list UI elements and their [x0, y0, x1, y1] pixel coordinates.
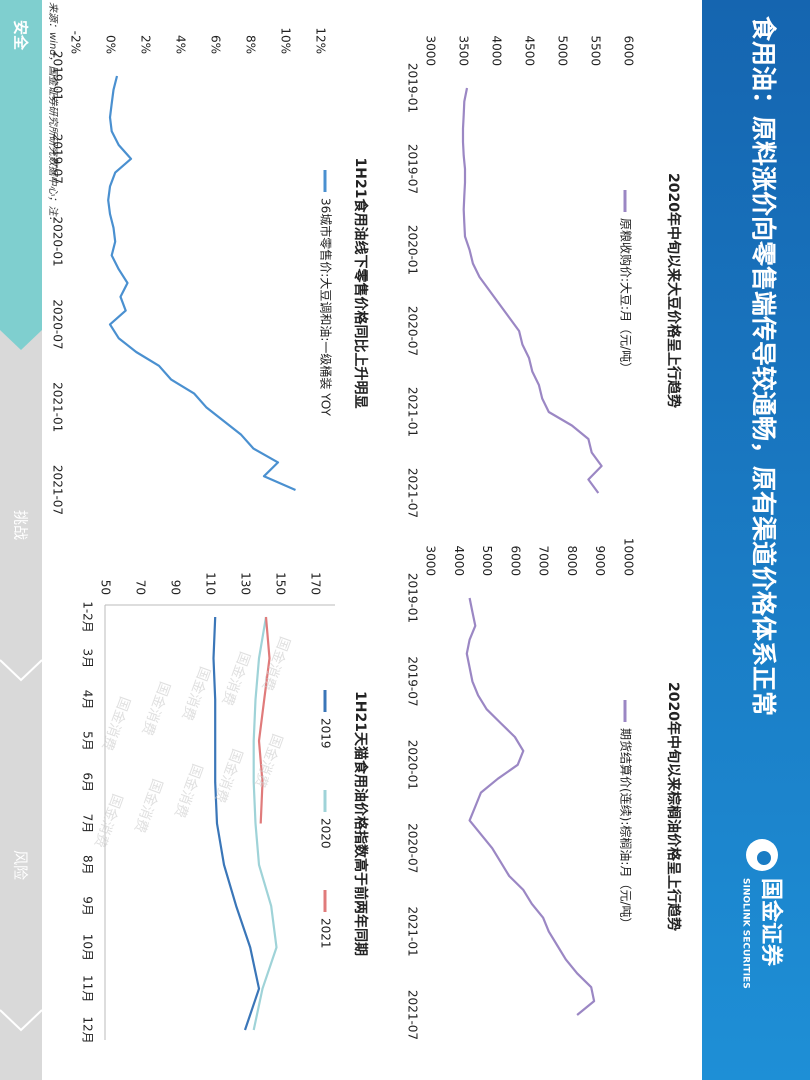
watermark: 国金消费 — [171, 762, 205, 820]
x-tick-label: 5月 — [81, 731, 95, 751]
y-tick-label: 4500 — [523, 35, 537, 66]
y-tick-label: 6000 — [622, 35, 636, 66]
y-tick-label: 50 — [99, 580, 113, 595]
x-tick-label: 6月 — [81, 772, 95, 792]
legend-label: 2019 — [319, 718, 333, 749]
y-tick-label: 6% — [209, 35, 223, 54]
x-tick-label: 2020-01 — [51, 217, 65, 267]
x-tick-label: 2020-01 — [406, 740, 420, 790]
y-tick-label: 170 — [309, 572, 323, 595]
watermark: 国金消费 — [258, 634, 292, 692]
x-tick-label: 2019-07 — [406, 656, 420, 706]
logo-text: 国金证券 — [758, 878, 784, 967]
x-tick-label: 2021-01 — [51, 382, 65, 432]
watermark: 国金消费 — [178, 664, 212, 722]
x-tick-label: 2020-07 — [406, 306, 420, 356]
watermark: 国金消费 — [98, 694, 132, 752]
x-tick-label: 2021-07 — [406, 468, 420, 518]
y-tick-label: 4000 — [490, 35, 504, 66]
series-line — [257, 616, 271, 824]
legend-label: 期货结算价(连续):棕榈油:月（元/吨） — [619, 728, 634, 930]
series-line — [107, 75, 296, 492]
x-tick-label: 11月 — [81, 975, 95, 1002]
x-tick-label: 2021-01 — [406, 907, 420, 957]
watermark: 国金消费 — [91, 792, 125, 850]
source-note: 来源：wind，国金证券研究所研究数据中心；注： — [47, 2, 59, 226]
nav-separator — [0, 659, 43, 682]
series-line — [212, 616, 261, 1031]
y-tick-label: 7000 — [537, 545, 551, 576]
x-tick-label: 7月 — [81, 814, 95, 834]
nav-item[interactable]: 风险 — [12, 850, 30, 880]
nav-item[interactable]: 挑战 — [12, 510, 30, 540]
legend-label: 2021 — [319, 918, 333, 949]
series-line — [461, 87, 603, 494]
y-tick-label: 8% — [244, 35, 258, 54]
y-tick-label: 130 — [239, 572, 253, 595]
x-tick-label: 2021-07 — [406, 990, 420, 1040]
y-tick-label: 12% — [314, 27, 328, 54]
y-tick-label: 5000 — [480, 545, 494, 576]
y-tick-label: 0% — [104, 35, 118, 54]
y-tick-label: 9000 — [593, 545, 607, 576]
watermark: 国金消费 — [251, 732, 285, 790]
x-tick-label: 2019-07 — [406, 144, 420, 194]
y-tick-label: 70 — [134, 580, 148, 595]
x-tick-label: 1-2月 — [81, 601, 95, 633]
y-tick-label: 10000 — [622, 538, 636, 576]
watermark: 国金消费 — [218, 649, 252, 707]
x-tick-label: 8月 — [81, 855, 95, 875]
nav-item[interactable]: 安全 — [12, 20, 30, 51]
series-line — [252, 616, 278, 1031]
legend-label: 2020 — [319, 818, 333, 849]
y-tick-label: 150 — [274, 572, 288, 595]
chart-title: 2020年中旬以来棕榈油价格呈上行趋势 — [665, 682, 682, 931]
y-tick-label: 4% — [174, 35, 188, 54]
y-tick-label: 2% — [139, 35, 153, 54]
y-tick-label: 10% — [279, 27, 293, 54]
x-tick-label: 3月 — [81, 648, 95, 668]
page-title: 食用油：原料涨价向零售端传导较通畅，原有渠道价格体系正常 — [749, 16, 778, 716]
chart-title: 1H21食用油线下零售价格同比上升明显 — [352, 158, 369, 409]
y-tick-label: 6000 — [508, 545, 522, 576]
x-tick-label: 2020-07 — [406, 823, 420, 873]
watermark: 国金消费 — [138, 679, 172, 737]
y-tick-label: 5000 — [556, 35, 570, 66]
x-tick-label: 4月 — [81, 690, 95, 710]
x-tick-label: 12月 — [81, 1016, 95, 1043]
y-tick-label: 3000 — [424, 35, 438, 66]
y-tick-label: -2% — [69, 31, 83, 54]
chart-title: 1H21天猫食用油价格指数高于前两年同期 — [352, 691, 369, 956]
y-tick-label: 110 — [204, 572, 218, 595]
x-tick-label: 2020-07 — [51, 299, 65, 349]
logo-en: SINOLINK SECURITIES — [741, 878, 751, 989]
y-tick-label: 5500 — [589, 35, 603, 66]
x-tick-label: 2019-07 — [51, 134, 65, 184]
watermark: 国金消费 — [131, 777, 165, 835]
nav-active — [0, 0, 42, 350]
x-tick-label: 2019-01 — [406, 63, 420, 113]
series-line — [465, 597, 596, 1016]
x-tick-label: 2019-01 — [51, 51, 65, 101]
logo-icon-inner — [757, 851, 771, 865]
x-tick-label: 9月 — [81, 896, 95, 916]
y-tick-label: 3500 — [457, 35, 471, 66]
x-tick-label: 10月 — [81, 934, 95, 961]
chart-title: 2020年中旬以来大豆价格呈上行趋势 — [665, 173, 682, 408]
legend-label: 36城市零售价:大豆调和油:一级桶装 YOY — [319, 198, 334, 417]
header-band — [702, 0, 810, 1080]
y-tick-label: 3000 — [424, 545, 438, 576]
y-tick-label: 4000 — [452, 545, 466, 576]
y-tick-label: 90 — [169, 580, 183, 595]
x-tick-label: 2021-07 — [51, 465, 65, 515]
y-tick-label: 8000 — [565, 545, 579, 576]
x-tick-label: 2019-01 — [406, 573, 420, 623]
legend-label: 原粮收购价:大豆:月（元/吨） — [619, 218, 634, 374]
nav-separator — [0, 1009, 43, 1032]
x-tick-label: 2020-01 — [406, 225, 420, 275]
x-tick-label: 2021-01 — [406, 387, 420, 437]
